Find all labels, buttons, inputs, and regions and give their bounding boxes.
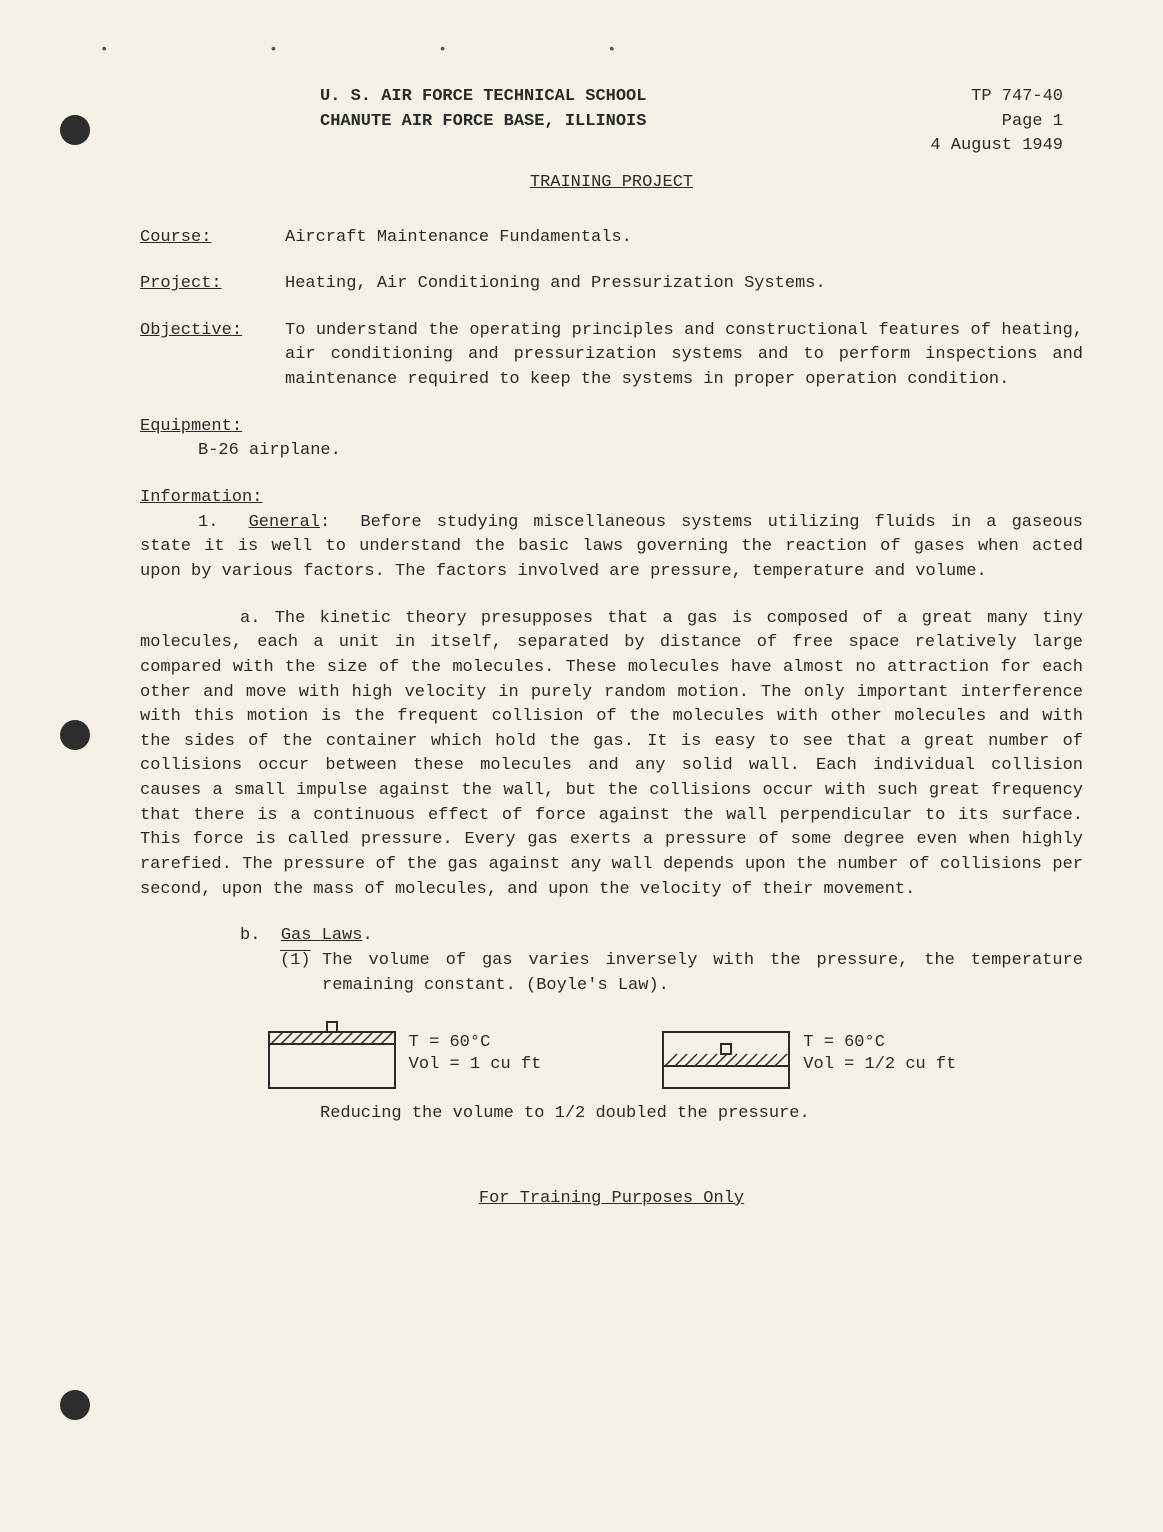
cylinder-full-icon	[267, 1018, 397, 1090]
course-row: Course: Aircraft Maintenance Fundamental…	[140, 226, 1083, 251]
equipment-block: Equipment: B-26 airplane.	[140, 415, 1083, 464]
header-right: TP 747-40 Page 1 4 August 1949	[930, 85, 1063, 159]
header-left: U. S. AIR FORCE TECHNICAL SCHOOL CHANUTE…	[320, 85, 646, 134]
course-label: Course:	[140, 226, 285, 251]
course-value: Aircraft Maintenance Fundamentals.	[285, 226, 1083, 251]
kinetic-paragraph: a. The kinetic theory presupposes that a…	[140, 607, 1083, 903]
doc-number: TP 747-40	[930, 85, 1063, 110]
punch-hole-icon	[60, 115, 90, 145]
general-label: General	[249, 513, 320, 532]
objective-value: To understand the operating principles a…	[285, 319, 1083, 393]
doc-date: 4 August 1949	[930, 134, 1063, 159]
diagram-left-temp: T = 60°C	[409, 1032, 542, 1054]
diagram-left-labels: T = 60°C Vol = 1 cu ft	[409, 1032, 542, 1076]
objective-row: Objective: To understand the operating p…	[140, 319, 1083, 393]
gas-laws-item-1: (1) The volume of gas varies inversely w…	[280, 949, 1083, 998]
gas-laws-block: b. Gas Laws. (1) The volume of gas varie…	[240, 924, 1083, 998]
punch-hole-icon	[60, 1390, 90, 1420]
information-block: Information: 1. General: Before studying…	[140, 486, 1083, 1127]
item-text: The volume of gas varies inversely with …	[322, 949, 1083, 998]
header: U. S. AIR FORCE TECHNICAL SCHOOL CHANUTE…	[140, 85, 1083, 159]
page: • • • • U. S. AIR FORCE TECHNICAL SCHOOL…	[0, 0, 1163, 1532]
gas-laws-label: Gas Laws	[281, 926, 363, 945]
equipment-label: Equipment:	[140, 417, 242, 436]
boyles-law-diagram: T = 60°C Vol = 1 cu ft	[140, 1018, 1083, 1090]
page-number: Page 1	[930, 110, 1063, 135]
cylinder-half-icon	[661, 1018, 791, 1090]
equipment-value: B-26 airplane.	[198, 441, 341, 460]
top-dots: • • • •	[100, 40, 664, 60]
gas-laws-result: Reducing the volume to 1/2 doubled the p…	[320, 1102, 1083, 1127]
diagram-left-vol: Vol = 1 cu ft	[409, 1054, 542, 1076]
diagram-right: T = 60°C Vol = 1/2 cu ft	[661, 1018, 956, 1090]
project-row: Project: Heating, Air Conditioning and P…	[140, 272, 1083, 297]
general-paragraph: 1. General: Before studying miscellaneou…	[140, 511, 1083, 585]
diagram-right-vol: Vol = 1/2 cu ft	[803, 1054, 956, 1076]
project-value: Heating, Air Conditioning and Pressuriza…	[285, 272, 1083, 297]
punch-hole-icon	[60, 720, 90, 750]
diagram-left: T = 60°C Vol = 1 cu ft	[267, 1018, 542, 1090]
diagram-right-temp: T = 60°C	[803, 1032, 956, 1054]
diagram-right-labels: T = 60°C Vol = 1/2 cu ft	[803, 1032, 956, 1076]
information-label: Information:	[140, 488, 262, 507]
page-title: TRAINING PROJECT	[140, 171, 1083, 196]
item-number: (1)	[280, 949, 322, 998]
footer-note: For Training Purposes Only	[140, 1187, 1083, 1212]
org-line-2: CHANUTE AIR FORCE BASE, ILLINOIS	[320, 110, 646, 135]
objective-label: Objective:	[140, 319, 285, 393]
org-line-1: U. S. AIR FORCE TECHNICAL SCHOOL	[320, 85, 646, 110]
project-label: Project:	[140, 272, 285, 297]
